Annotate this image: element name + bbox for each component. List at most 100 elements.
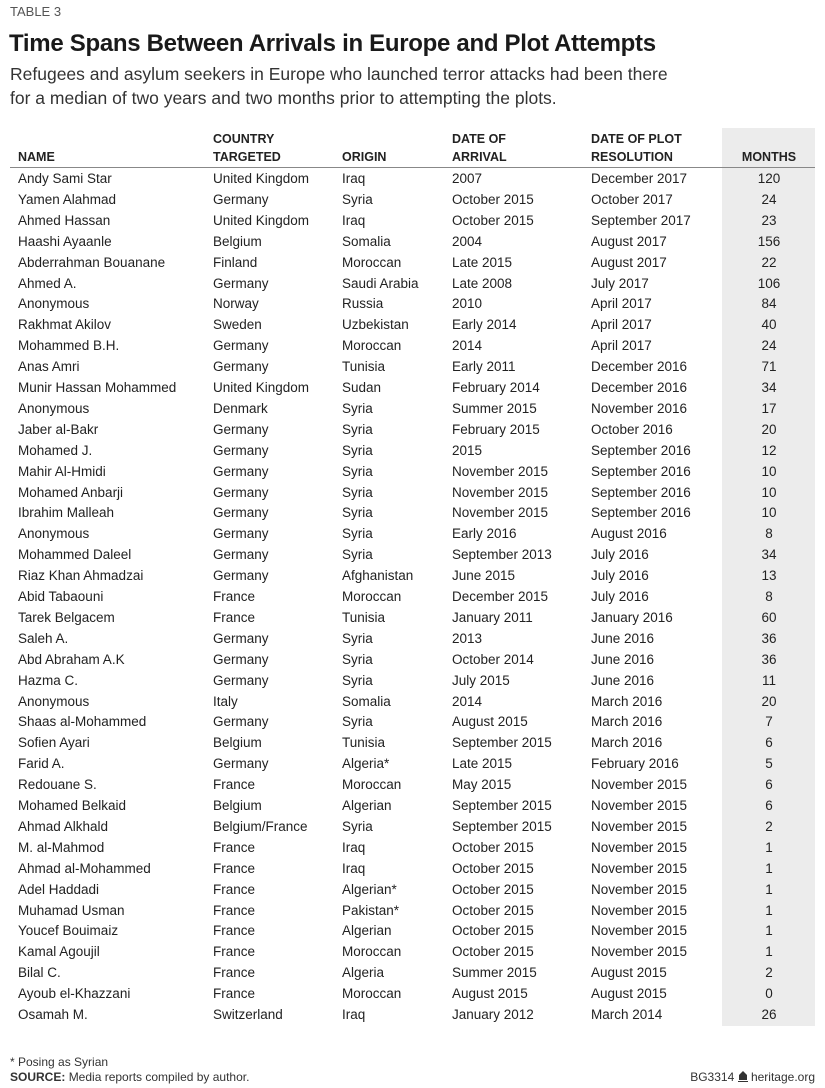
table-cell: April 2017 — [591, 317, 652, 333]
table-cell: Ahmad al-Mohammed — [18, 860, 151, 876]
table-cell: Tunisia — [342, 359, 386, 375]
table-cell: Abid Tabaouni — [18, 589, 104, 604]
table-cell: Syria — [342, 484, 373, 500]
table-cell: November 2015 — [591, 798, 688, 813]
table-cell: March 2014 — [591, 1007, 663, 1022]
table-cell: France — [213, 609, 256, 625]
table-cell: Syria — [342, 442, 373, 458]
table-cell: October 2015 — [452, 923, 534, 939]
table-cell: September 2017 — [591, 212, 691, 228]
table-cell: Mohamed Anbarji — [18, 484, 124, 500]
table-cell: Syria — [342, 463, 373, 479]
months-cell: 10 — [761, 484, 777, 500]
table-cell: July 2016 — [591, 568, 649, 584]
table-cell: January 2011 — [452, 609, 533, 625]
table-cell: November 2015 — [591, 777, 688, 793]
table-cell: Iraq — [342, 212, 366, 228]
table-cell: July 2017 — [591, 275, 649, 291]
table-cell: Syria — [342, 630, 373, 646]
table-cell: Hazma C. — [18, 672, 79, 688]
months-cell: 84 — [761, 296, 777, 312]
months-cell: 10 — [761, 505, 777, 521]
table-cell: Uzbekistan — [342, 317, 409, 333]
table-cell: France — [213, 902, 256, 918]
table-cell: Algerian — [342, 923, 392, 939]
table-cell: October 2015 — [452, 191, 534, 207]
table-cell: June 2016 — [591, 651, 655, 667]
months-cell: 1 — [765, 860, 773, 876]
months-cell: 34 — [761, 547, 777, 563]
table-cell: Riaz Khan Ahmadzai — [18, 568, 144, 584]
table-cell: Germany — [213, 505, 269, 521]
table-cell: March 2016 — [591, 735, 663, 751]
table-cell: Syria — [342, 547, 373, 563]
table-cell: Anonymous — [18, 296, 90, 312]
months-cell: 5 — [765, 756, 773, 772]
table-cell: Mohammed Daleel — [18, 547, 132, 563]
table-cell: Germany — [213, 421, 269, 437]
table-cell: 2007 — [452, 171, 483, 186]
months-cell: 17 — [761, 400, 777, 416]
table-cell: France — [213, 965, 256, 981]
table-cell: Germany — [213, 547, 269, 563]
table-cell: March 2016 — [591, 714, 663, 730]
table-cell: December 2017 — [591, 171, 688, 186]
table-cell: November 2015 — [452, 463, 549, 479]
table-cell: August 2016 — [591, 526, 667, 542]
table-cell: Moroccan — [342, 254, 402, 270]
table-cell: February 2015 — [452, 421, 540, 437]
footnote: * Posing as Syrian — [10, 1055, 109, 1069]
table-cell: Switzerland — [213, 1007, 283, 1022]
table-cell: Belgium — [213, 735, 262, 751]
table-cell: Late 2015 — [452, 756, 513, 772]
table-cell: France — [213, 944, 256, 960]
table-cell: November 2016 — [591, 400, 688, 416]
table-cell: Russia — [342, 296, 384, 312]
table-cell: United Kingdom — [213, 212, 310, 228]
table-cell: November 2015 — [591, 860, 688, 876]
table-cell: December 2016 — [591, 359, 688, 375]
table-cell: April 2017 — [591, 296, 652, 312]
table-cell: Germany — [213, 275, 269, 291]
table-cell: Algeria* — [342, 756, 390, 772]
table-cell: Germany — [213, 672, 269, 688]
column-header: ORIGIN — [342, 150, 387, 164]
table-cell: August 2017 — [591, 233, 667, 249]
months-cell: 2 — [765, 818, 773, 834]
subtitle-line: for a median of two years and two months… — [10, 88, 557, 108]
table-cell: August 2015 — [452, 714, 528, 730]
table-cell: 2013 — [452, 630, 483, 646]
table-cell: Algerian* — [342, 881, 397, 897]
table-cell: October 2015 — [452, 881, 534, 897]
table-cell: Youcef Bouimaiz — [18, 923, 119, 939]
subtitle-line: Refugees and asylum seekers in Europe wh… — [10, 64, 668, 84]
months-cell: 20 — [761, 421, 777, 437]
table-cell: August 2015 — [591, 965, 667, 981]
table-cell: October 2015 — [452, 839, 534, 855]
table-cell: Early 2014 — [452, 317, 517, 333]
table-cell: Farid A. — [18, 756, 65, 772]
table-cell: Algerian — [342, 798, 392, 813]
table-cell: Algeria — [342, 965, 385, 981]
table-cell: September 2016 — [591, 505, 691, 521]
table-cell: Rakhmat Akilov — [18, 317, 112, 333]
table-cell: Denmark — [213, 400, 268, 416]
table-cell: Germany — [213, 191, 269, 207]
column-header: DATE OF PLOT — [591, 132, 682, 146]
table-cell: Sudan — [342, 380, 382, 395]
table-cell: 2004 — [452, 233, 483, 249]
source-text: Media reports compiled by author. — [68, 1070, 250, 1084]
table-cell: France — [213, 860, 256, 876]
table-cell: Syria — [342, 651, 373, 667]
table-cell: Somalia — [342, 693, 391, 709]
table-cell: Moroccan — [342, 338, 402, 354]
table-cell: Tunisia — [342, 609, 386, 625]
table-cell: Germany — [213, 526, 269, 542]
table-cell: Norway — [213, 296, 259, 312]
table-cell: Munir Hassan Mohammed — [18, 380, 177, 395]
table-cell: Osamah M. — [18, 1007, 88, 1022]
table-cell: Afghanistan — [342, 568, 414, 584]
table-label: TABLE 3 — [10, 4, 62, 19]
table-cell: Syria — [342, 191, 373, 207]
table-cell: 2015 — [452, 442, 483, 458]
